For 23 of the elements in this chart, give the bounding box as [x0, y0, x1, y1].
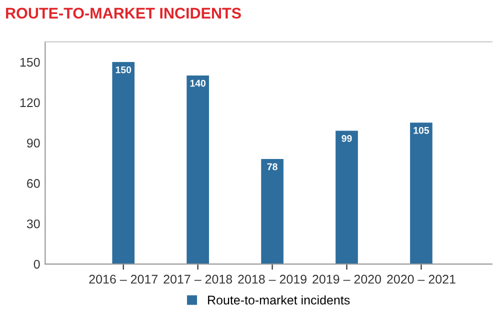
y-tick-label: 60: [27, 179, 40, 188]
data-label: 150: [116, 66, 132, 74]
y-tick-label: 90: [27, 138, 40, 148]
data-label: 140: [190, 80, 206, 87]
x-tick-label: 2017 – 2018: [164, 274, 232, 284]
x-tick-label: 2020 – 2021: [387, 274, 456, 284]
data-label: 99: [342, 135, 352, 142]
bar: [186, 76, 209, 264]
y-tick-label: 150: [20, 58, 40, 67]
bar: [261, 159, 284, 264]
legend-label: Route-to-market incidents: [208, 295, 350, 305]
y-tick-label: 120: [20, 98, 40, 108]
bar: [410, 122, 432, 264]
bar: [336, 130, 358, 264]
y-tick-label: 30: [26, 219, 40, 228]
data-label: 78: [267, 163, 278, 170]
x-tick-label: 2019 – 2020: [312, 274, 382, 284]
y-tick-label: 0: [34, 260, 40, 269]
bar: [112, 62, 135, 264]
data-label: 105: [414, 126, 430, 134]
x-tick-label: 2018 – 2019: [238, 274, 306, 284]
x-tick-label: 2016 – 2017: [89, 274, 158, 284]
chart-title: ROUTE-TO-MARKET INCIDENTS: [6, 8, 241, 19]
